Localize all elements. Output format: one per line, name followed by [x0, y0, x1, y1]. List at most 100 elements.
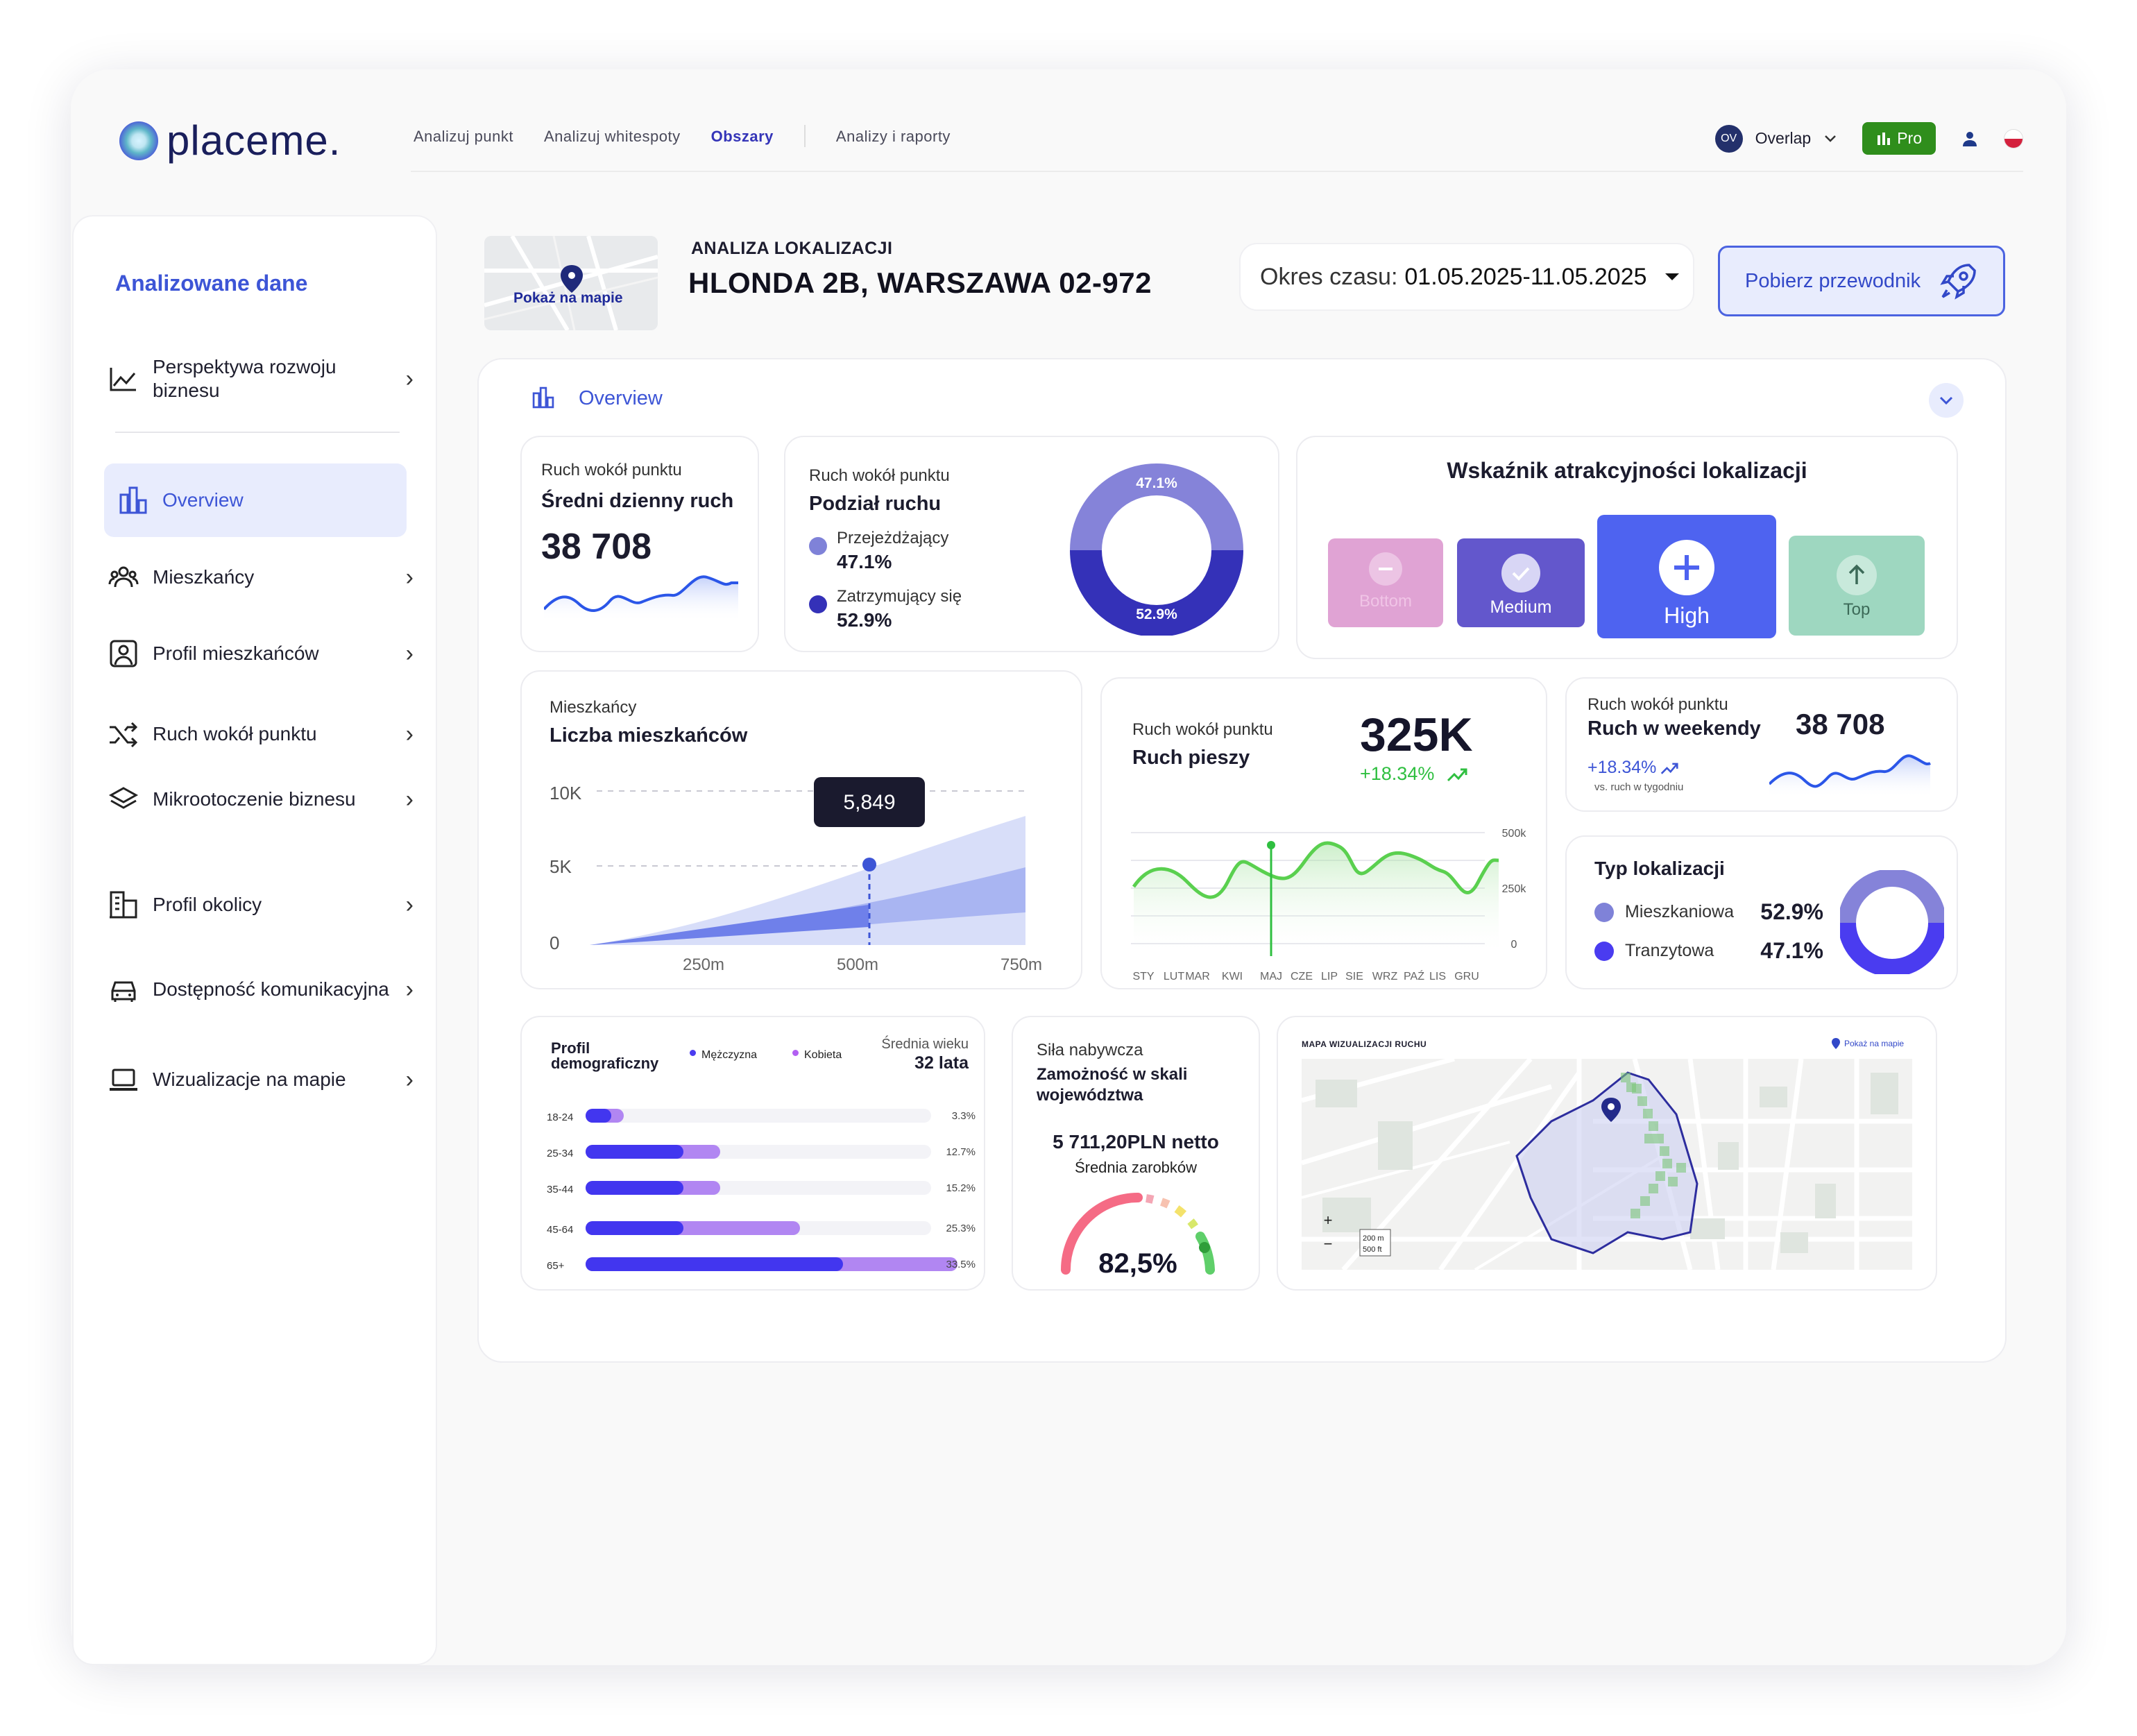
download-guide-button[interactable]: Pobierz przewodnik: [1718, 246, 2005, 316]
sidebar-item-wizualizacje[interactable]: Wizualizacje na mapie ›: [108, 1064, 414, 1095]
sidebar-item-label: Overview: [162, 489, 244, 511]
chevron-right-icon: ›: [405, 640, 414, 667]
month-label: MAR: [1185, 971, 1210, 982]
mini-map-thumbnail[interactable]: Pokaż na mapie: [484, 236, 658, 330]
bar-chart-icon: [1878, 132, 1891, 145]
legend-dot: [809, 537, 827, 555]
sidebar-item-perspektywa[interactable]: Perspektywa rozwoju biznesu ›: [108, 355, 414, 402]
y-tick: 0: [1511, 939, 1517, 951]
month-label: GRU: [1454, 971, 1479, 982]
age-label: 65+: [547, 1260, 565, 1272]
laptop-icon: [110, 1069, 137, 1091]
purchasing-gauge: 82,5%: [1061, 1193, 1215, 1279]
demographics-row: 25-34 12.7%: [547, 1143, 976, 1163]
zoom-in-button[interactable]: +: [1324, 1211, 1333, 1229]
language-flag-icon[interactable]: [2004, 128, 2023, 148]
sidebar-item-dostepnosc[interactable]: Dostępność komunikacyjna ›: [108, 974, 414, 1005]
top-navigation: placeme. Analizuj punkt Analizuj whitesp…: [119, 104, 2023, 173]
chevron-down-icon[interactable]: [1823, 134, 1837, 144]
level-label: Bottom: [1359, 592, 1413, 611]
user-icon[interactable]: [1961, 130, 1979, 148]
traffic-map-link[interactable]: Pokaż na mapie: [1832, 1038, 1904, 1049]
chevron-right-icon: ›: [405, 785, 414, 812]
nav-link-analizy-i-raporty[interactable]: Analizy i raporty: [835, 128, 951, 145]
sidebar-item-label: Wizualizacje na mapie: [153, 1069, 346, 1090]
traffic-map-link-label: Pokaż na mapie: [1844, 1039, 1905, 1048]
sidebar-item-label: Profil mieszkańców: [153, 643, 319, 664]
sidebar-item-label: Mikrootoczenie biznesu: [153, 788, 356, 810]
demographics-row: 45-64 25.3%: [547, 1220, 976, 1239]
month-label: MAJ: [1260, 971, 1282, 982]
month-label: LIP: [1321, 971, 1338, 982]
rocket-icon: [1940, 264, 1976, 300]
chevron-right-icon: ›: [405, 976, 414, 1003]
y-tick: 0: [550, 933, 559, 953]
bar-track: [586, 1181, 931, 1195]
legend-dot: [1594, 902, 1614, 922]
bar-track: [586, 1109, 931, 1123]
bar-male: [586, 1109, 611, 1123]
chevron-right-icon: ›: [405, 891, 414, 918]
gauge-value: 82,5%: [1098, 1248, 1177, 1279]
car-icon: [111, 981, 136, 1002]
bar-track: [586, 1145, 931, 1159]
attractiveness-level-high[interactable]: High: [1597, 515, 1776, 638]
attractiveness-level-top[interactable]: Top: [1789, 536, 1925, 636]
overview-section-title: Overview: [579, 387, 663, 409]
age-label: 25-34: [547, 1148, 574, 1159]
collapse-toggle[interactable]: [1929, 383, 1964, 418]
sidebar-item-profil-okolicy[interactable]: Profil okolicy ›: [108, 890, 414, 920]
nav-link-obszary[interactable]: Obszary: [710, 128, 774, 145]
sidebar-item-overview[interactable]: Overview: [104, 463, 407, 537]
purchasing-kicker: Siła nabywcza: [1037, 1041, 1143, 1060]
legend-label: Tranzytowa: [1625, 941, 1714, 960]
trend-up-icon: [1661, 763, 1678, 774]
nav-link-analizuj-whitespoty[interactable]: Analizuj whitespoty: [543, 128, 681, 145]
period-selector[interactable]: Okres czasu: 01.05.2025-11.05.2025: [1239, 243, 1694, 311]
level-label: High: [1664, 603, 1710, 628]
overlap-dropdown[interactable]: Overlap: [1755, 129, 1812, 147]
chevron-down-icon: [1939, 396, 1953, 405]
sidebar-item-profil-mieszkancow[interactable]: Profil mieszkańców ›: [108, 638, 414, 669]
traffic-map-image: + − 200 m 500 ft: [1302, 1059, 1912, 1270]
bar-male: [586, 1145, 683, 1159]
show-on-map-link[interactable]: Pokaż na mapie: [513, 290, 623, 306]
map-scale-meters: 200 m: [1363, 1234, 1384, 1243]
sidebar-item-mieszkancy[interactable]: Mieszkańcy ›: [108, 562, 414, 593]
sidebar-item-ruch[interactable]: Ruch wokół punktu ›: [108, 719, 414, 749]
zoom-out-button[interactable]: −: [1324, 1235, 1333, 1252]
pro-button[interactable]: Pro: [1862, 122, 1936, 155]
traffic-map[interactable]: + − 200 m 500 ft: [1302, 1059, 1912, 1270]
bar-track: [586, 1221, 931, 1235]
nav-underline: [411, 171, 2023, 172]
traffic-map-title: MAPA WIZUALIZACJI RUCHU: [1302, 1039, 1427, 1049]
map-scale-box: [1359, 1229, 1391, 1257]
legend-dot: [792, 1049, 799, 1056]
legend-label: Przejeżdżający: [837, 529, 949, 547]
attractiveness-level-bottom[interactable]: Bottom: [1328, 538, 1443, 627]
traffic-split-kicker: Ruch wokół punktu: [809, 466, 950, 485]
nav-link-analizuj-punkt[interactable]: Analizuj punkt: [414, 128, 513, 145]
attractiveness-level-medium[interactable]: Medium: [1457, 538, 1585, 627]
sidebar: Analizowane dane Perspektywa rozwoju biz…: [72, 215, 437, 1665]
traffic-split-title: Podział ruchu: [809, 493, 942, 515]
sidebar-item-mikrootoczenie[interactable]: Mikrootoczenie biznesu ›: [108, 784, 414, 815]
average-age-value: 32 lata: [914, 1053, 969, 1073]
traffic-split-legend-passing: Przejeżdżający 47.1%: [809, 529, 948, 573]
purchasing-amount: 5 711,20PLN netto: [1053, 1131, 1219, 1152]
month-label: WRZ: [1372, 971, 1398, 982]
people-icon: [108, 566, 139, 588]
legend-dot: [809, 595, 827, 613]
donut-label-top: 47.1%: [1136, 475, 1177, 491]
demographics-title: Profil demograficzny: [551, 1039, 659, 1072]
residents-title: Liczba mieszkańców: [550, 724, 748, 747]
area-inner: [590, 905, 869, 945]
bar-male: [586, 1221, 683, 1235]
demographics-row: 65+ 33.5%: [547, 1256, 976, 1275]
map-scale-feet: 500 ft: [1363, 1245, 1382, 1254]
logo[interactable]: placeme.: [119, 117, 341, 164]
daily-traffic-value: 38 708: [541, 527, 652, 567]
age-percent: 15.2%: [946, 1182, 976, 1194]
tooltip-box: [814, 777, 925, 827]
area-middle: [590, 867, 1025, 945]
